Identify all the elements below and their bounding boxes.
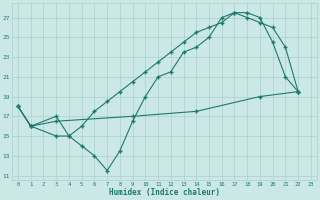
X-axis label: Humidex (Indice chaleur): Humidex (Indice chaleur)	[109, 188, 220, 197]
